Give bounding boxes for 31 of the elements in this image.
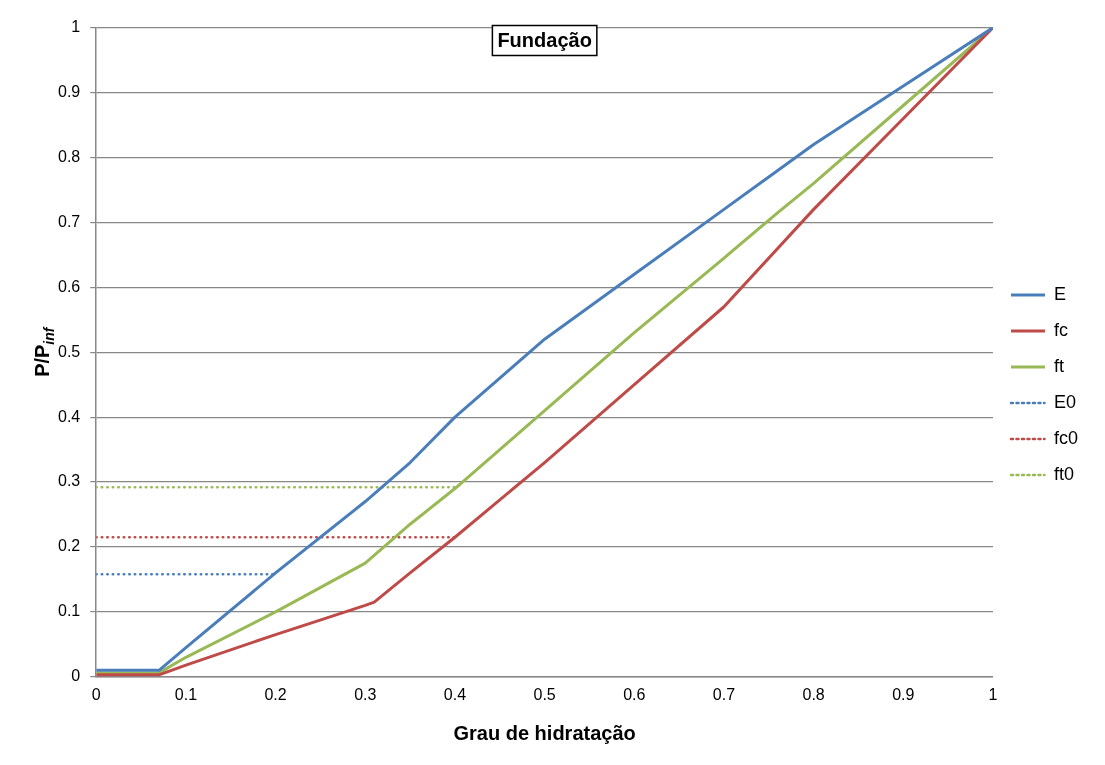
y-tick-label: 0.6 [57, 277, 81, 295]
legend-label: ft [1053, 355, 1064, 376]
legend-label: fc0 [1053, 427, 1078, 448]
x-tick-label: 0.6 [623, 685, 646, 703]
y-tick-label: 0.4 [57, 407, 81, 425]
y-tick-label: 0.5 [57, 342, 81, 360]
y-axis-title: P/Pinf [31, 326, 57, 377]
legend-label: ft0 [1053, 463, 1074, 484]
y-tick-label: 1 [71, 18, 81, 36]
legend-label: fc [1053, 319, 1068, 340]
x-tick-label: 0.3 [354, 685, 377, 703]
x-tick-label: 0.8 [802, 685, 825, 703]
y-tick-label: 0.1 [57, 602, 81, 620]
x-tick-label: 0.2 [264, 685, 287, 703]
y-tick-label: 0.3 [57, 472, 81, 490]
y-tick-label: 0 [71, 667, 81, 685]
x-tick-label: 0.7 [712, 685, 736, 703]
x-tick-label: 0.1 [174, 685, 198, 703]
x-tick-label: 1 [988, 685, 998, 703]
y-tick-label: 0.9 [57, 82, 81, 100]
y-tick-label: 0.8 [57, 147, 81, 165]
x-tick-label: 0.5 [533, 685, 556, 703]
chart-title: Fundação [497, 29, 592, 52]
x-axis-title: Grau de hidratação [453, 721, 636, 744]
legend-label: E0 [1053, 391, 1077, 412]
y-tick-label: 0.2 [57, 537, 81, 555]
x-tick-label: 0.9 [892, 685, 915, 703]
y-tick-label: 0.7 [57, 212, 81, 230]
x-tick-label: 0.4 [443, 685, 467, 703]
x-tick-label: 0 [91, 685, 101, 703]
legend-label: E [1053, 283, 1066, 304]
